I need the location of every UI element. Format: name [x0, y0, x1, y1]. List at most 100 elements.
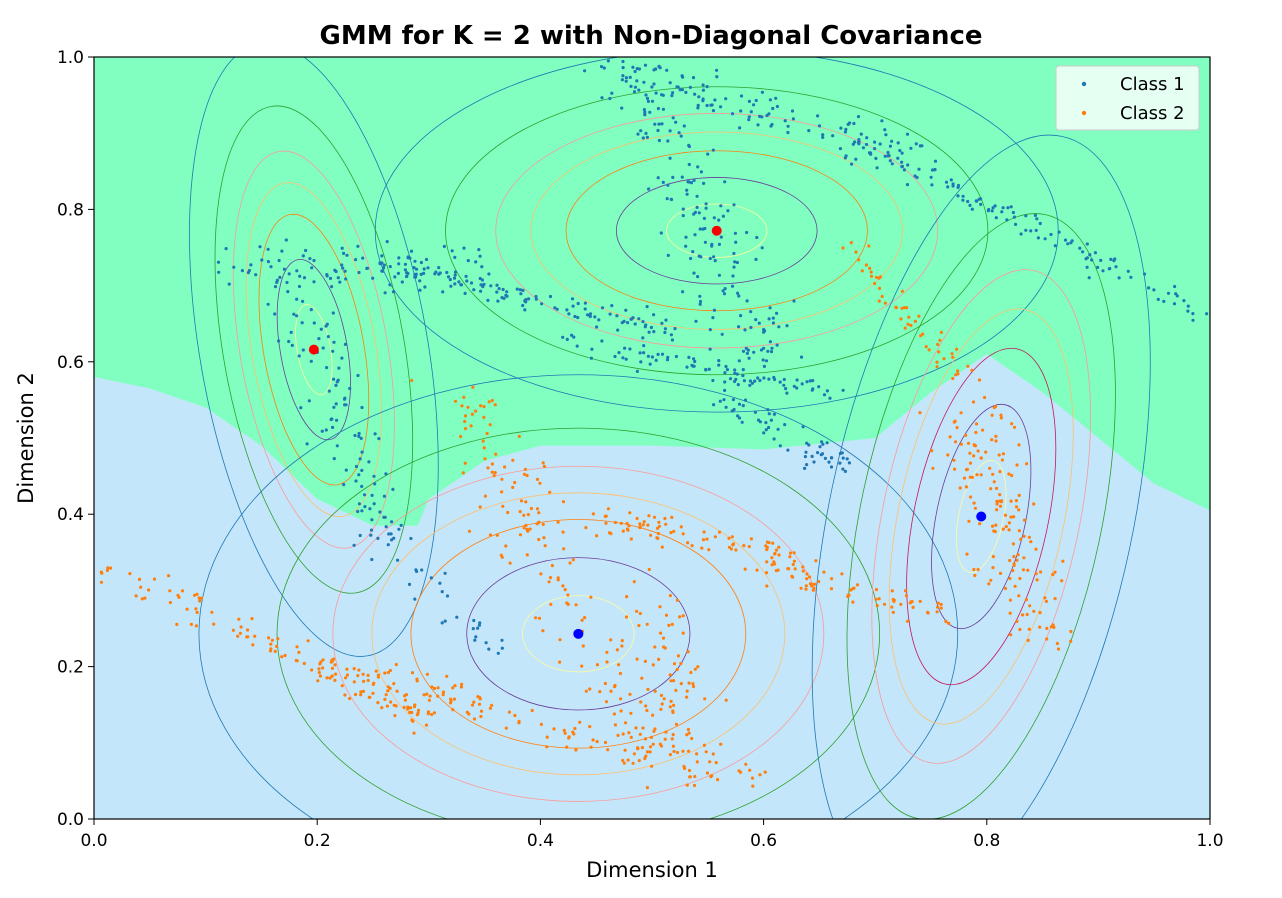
data-point [795, 386, 799, 390]
data-point [467, 712, 471, 716]
data-point [724, 698, 728, 702]
data-point [581, 644, 585, 648]
data-point [692, 212, 696, 216]
data-point [453, 282, 457, 286]
data-point [1013, 584, 1017, 588]
data-point [1049, 232, 1053, 237]
data-point [216, 260, 221, 264]
data-point [905, 306, 909, 310]
data-point [588, 312, 593, 316]
data-point [903, 589, 908, 593]
data-point [638, 611, 642, 616]
data-point [734, 548, 738, 552]
data-point [689, 670, 693, 675]
data-point [804, 587, 808, 591]
data-point [336, 378, 340, 382]
data-point [655, 526, 660, 530]
data-point [692, 271, 696, 275]
data-point [741, 404, 745, 408]
data-point [646, 687, 650, 692]
data-point [360, 509, 364, 513]
data-point [1011, 210, 1016, 215]
data-point [416, 708, 421, 713]
data-point [180, 589, 185, 593]
data-point [312, 280, 316, 284]
data-point [381, 266, 386, 270]
data-point [808, 575, 812, 579]
data-point [370, 493, 374, 497]
data-point [721, 214, 726, 218]
data-point [451, 708, 455, 712]
data-point [681, 614, 685, 618]
data-point [685, 365, 689, 369]
data-point [319, 660, 323, 664]
data-point [638, 351, 642, 355]
data-point [737, 402, 742, 406]
data-point [1015, 558, 1019, 562]
data-point [675, 598, 680, 602]
data-point [295, 269, 299, 273]
data-point [648, 745, 653, 749]
data-point [811, 379, 815, 383]
data-point [528, 527, 532, 531]
data-point [384, 472, 388, 476]
data-point [413, 597, 417, 601]
data-point [711, 316, 715, 320]
data-point [930, 168, 935, 172]
data-point [496, 651, 500, 655]
data-point [966, 441, 971, 445]
data-point [702, 181, 706, 185]
data-point [972, 501, 976, 505]
x-tick-label: 0.0 [80, 831, 107, 851]
data-point [463, 461, 467, 465]
data-point [722, 292, 727, 296]
data-point [595, 740, 599, 744]
data-point [565, 601, 569, 605]
data-point [657, 524, 662, 528]
data-point [745, 230, 749, 235]
data-point [691, 684, 696, 689]
data-point [695, 752, 699, 756]
data-point [705, 771, 710, 775]
data-point [619, 697, 623, 701]
data-point [370, 557, 374, 562]
data-point [728, 377, 733, 381]
contour-line [232, 150, 395, 549]
data-point [535, 507, 540, 511]
data-point [637, 67, 642, 71]
data-point [1055, 641, 1059, 646]
data-point [459, 434, 463, 439]
data-point [584, 526, 588, 530]
data-point [620, 639, 624, 643]
data-point [696, 106, 700, 110]
legend-label-class1: Class 1 [1120, 74, 1185, 95]
data-point [696, 103, 700, 107]
data-point [1108, 266, 1112, 271]
data-point [399, 523, 403, 528]
data-point [666, 253, 670, 257]
data-point [805, 380, 809, 384]
data-point [644, 754, 648, 758]
data-point [1129, 275, 1133, 279]
data-point [899, 317, 903, 321]
data-point [1007, 528, 1011, 532]
data-point [724, 97, 728, 101]
data-point [565, 745, 569, 749]
data-point [776, 568, 780, 572]
data-point [1017, 529, 1022, 533]
data-point [976, 449, 980, 453]
data-point [1043, 237, 1047, 241]
data-point [1174, 292, 1178, 296]
data-point [771, 316, 775, 320]
data-point [345, 253, 349, 257]
data-point [469, 281, 474, 285]
data-point [670, 515, 674, 520]
data-point [480, 265, 484, 269]
data-point [703, 240, 708, 244]
data-point [610, 304, 614, 308]
data-point [696, 665, 700, 669]
data-point [488, 423, 492, 427]
data-point [792, 551, 796, 555]
data-point [735, 260, 740, 265]
data-point [343, 693, 347, 697]
